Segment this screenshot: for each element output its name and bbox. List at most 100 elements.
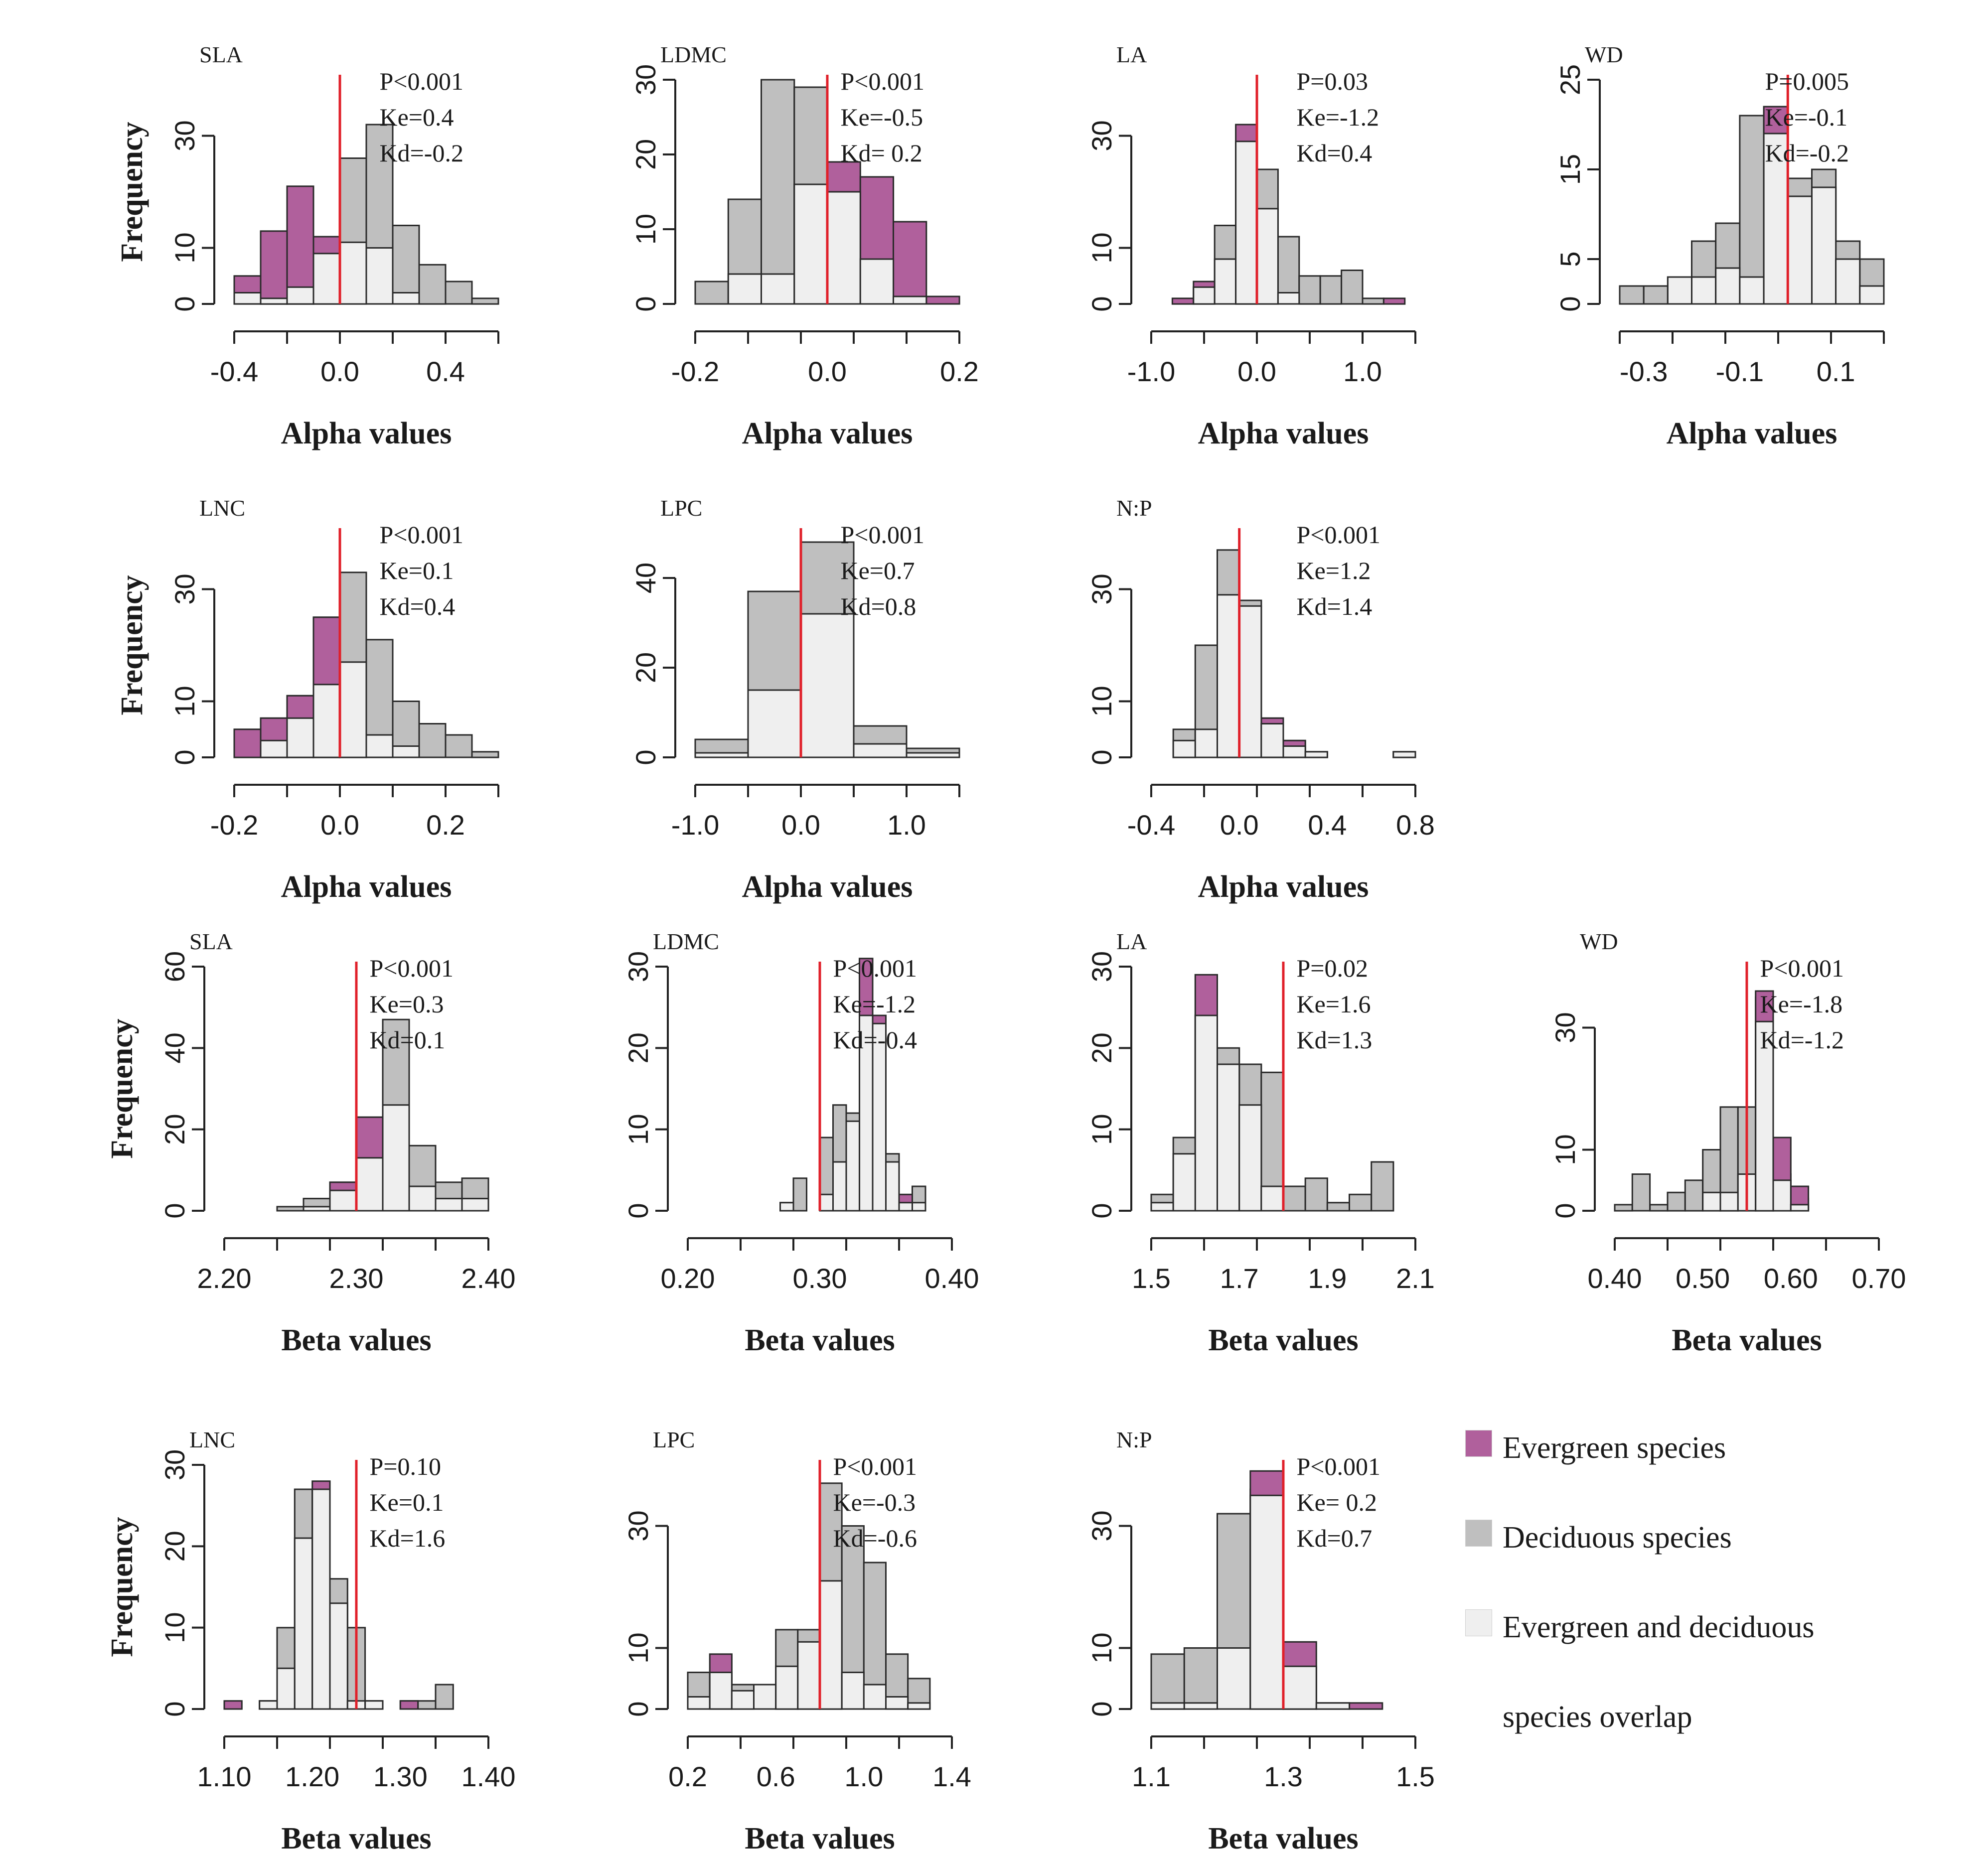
- histogram-panel-12: 0 10 20 30 1.10 1.20 1.30 1.40 Beta values LNC P=0…: [105, 1427, 516, 1856]
- x-tick-label: 0.0: [320, 356, 359, 387]
- stat-label: Kd=1.6: [370, 1524, 446, 1552]
- overlap-bar: [1260, 723, 1284, 758]
- stat-label: P<0.001: [380, 67, 464, 95]
- x-tick-label: 2.1: [1396, 1263, 1435, 1294]
- x-tick-label: 0.2: [668, 1761, 707, 1792]
- x-tick-label: 1.10: [197, 1761, 252, 1792]
- panel-title: N:P: [1116, 495, 1152, 521]
- evergreen-bar: [1171, 297, 1195, 305]
- y-tick-label: 0: [1554, 296, 1586, 311]
- overlap-bar: [1739, 276, 1765, 305]
- x-tick-label: 2.40: [461, 1263, 516, 1294]
- deciduous-bar: [418, 264, 447, 305]
- x-axis-title: Beta values: [281, 1822, 431, 1856]
- overlap-bar: [294, 1537, 313, 1710]
- overlap-bar: [1217, 1647, 1251, 1710]
- legend-item-overlap: Evergreen and deciduous: [1465, 1594, 1964, 1684]
- overlap-bar: [392, 292, 420, 305]
- overlap-bar: [1172, 739, 1196, 758]
- x-tick-label: 0.30: [793, 1263, 847, 1294]
- y-tick-label: 15: [1554, 154, 1586, 185]
- overlap-bar: [392, 745, 420, 758]
- x-tick-label: 0.0: [320, 809, 359, 841]
- panel-title: N:P: [1116, 1427, 1152, 1452]
- overlap-bar: [435, 1198, 463, 1212]
- y-tick-label: 10: [1086, 232, 1117, 263]
- overlap-bar: [311, 1488, 331, 1710]
- overlap-bar: [863, 1684, 887, 1710]
- histogram-panel-3: 0 10 30 -1.0 0.0 1.0 Alpha values LA P=0.03 Ke=-1…: [1086, 42, 1416, 450]
- legend: Evergreen species Deciduous species Ever…: [1465, 1415, 1964, 1774]
- histogram-panel-7: 0 10 30 -0.4 0.0 0.4 0.8 Alpha values N:P P<0.001…: [1086, 495, 1435, 904]
- overlap-bar: [286, 717, 314, 758]
- x-tick-label: 1.5: [1132, 1263, 1171, 1294]
- stat-label: Kd=-0.2: [1765, 139, 1849, 167]
- x-axis-title: Beta values: [1208, 1323, 1358, 1357]
- overlap-bar: [731, 1690, 755, 1710]
- histogram-panel-2: 0 10 20 30 -0.2 0.0 0.2 Alpha values LDMC P<0.001…: [630, 42, 979, 450]
- y-tick-label: 20: [159, 1114, 190, 1145]
- x-tick-label: 0.0: [1220, 809, 1259, 841]
- x-axis-title: Alpha values: [1198, 417, 1369, 450]
- x-tick-label: 0.50: [1676, 1263, 1730, 1294]
- overlap-bar: [365, 734, 394, 758]
- overlap-bar: [1811, 186, 1837, 305]
- evergreen-bar: [925, 295, 960, 305]
- overlap-bar: [779, 1202, 794, 1212]
- y-tick-label: 0: [169, 749, 200, 765]
- x-axis-title: Alpha values: [281, 870, 452, 904]
- deciduous-bar: [1739, 115, 1765, 305]
- x-tick-label: 0.20: [661, 1263, 715, 1294]
- overlap-bar: [286, 286, 314, 305]
- x-tick-label: 0.2: [940, 356, 979, 387]
- deciduous-bar: [1349, 1193, 1373, 1212]
- x-tick-label: 0.4: [426, 356, 465, 387]
- y-tick-label: 0: [630, 749, 661, 765]
- y-tick-label: 10: [169, 686, 200, 716]
- y-tick-label: 25: [1554, 64, 1586, 95]
- overlap-bar: [233, 292, 262, 305]
- stat-label: Ke=-1.8: [1760, 990, 1843, 1018]
- overlap-bar: [907, 1702, 931, 1710]
- panel-title: SLA: [199, 42, 243, 67]
- y-tick-label: 20: [159, 1531, 190, 1562]
- y-tick-label: 30: [1086, 1510, 1117, 1541]
- stat-label: Ke=-1.2: [1297, 103, 1379, 131]
- stat-label: P<0.001: [841, 521, 925, 549]
- overlap-bar: [329, 1189, 357, 1212]
- overlap-bar: [912, 1202, 926, 1212]
- legend-label-overlap-line2: species overlap: [1503, 1700, 1692, 1734]
- stat-label: P<0.001: [1297, 1452, 1381, 1480]
- panel-title: WD: [1580, 929, 1618, 954]
- evergreen-bar: [260, 230, 288, 305]
- y-tick-label: 0: [1549, 1203, 1581, 1218]
- overlap-bar: [339, 241, 367, 305]
- stat-label: Ke=0.7: [841, 557, 915, 584]
- stat-label: P<0.001: [833, 954, 918, 982]
- y-tick-label: 10: [169, 232, 200, 263]
- overlap-bar: [826, 191, 861, 305]
- stat-label: P<0.001: [841, 67, 925, 95]
- stat-label: Ke=1.2: [1297, 557, 1371, 584]
- y-tick-label: 10: [1086, 1632, 1117, 1663]
- overlap-bar: [747, 689, 802, 758]
- stat-label: Kd=0.4: [380, 592, 456, 620]
- overlap-bar: [1282, 1665, 1317, 1710]
- y-tick-label: 0: [1086, 749, 1117, 765]
- overlap-bar: [1260, 1185, 1284, 1212]
- y-tick-label: 0: [1086, 1701, 1117, 1716]
- overlap-bar: [1238, 605, 1262, 758]
- overlap-bar: [727, 273, 763, 305]
- x-tick-label: 1.30: [373, 1761, 428, 1792]
- overlap-bar: [694, 752, 749, 758]
- overlap-bar: [1256, 208, 1279, 305]
- y-tick-label: 40: [630, 563, 661, 593]
- x-axis-title: Beta values: [745, 1323, 895, 1357]
- deciduous-bar: [694, 281, 729, 305]
- histogram-panel-10: 0 10 20 30 1.5 1.7 1.9 2.1 Beta values LA P=0.02 Ke…: [1086, 929, 1435, 1357]
- overlap-bar: [1859, 285, 1885, 305]
- deciduous-bar: [435, 1684, 454, 1710]
- x-tick-label: -0.4: [210, 356, 259, 387]
- overlap-bar: [1193, 286, 1216, 305]
- x-tick-label: 2.30: [329, 1263, 384, 1294]
